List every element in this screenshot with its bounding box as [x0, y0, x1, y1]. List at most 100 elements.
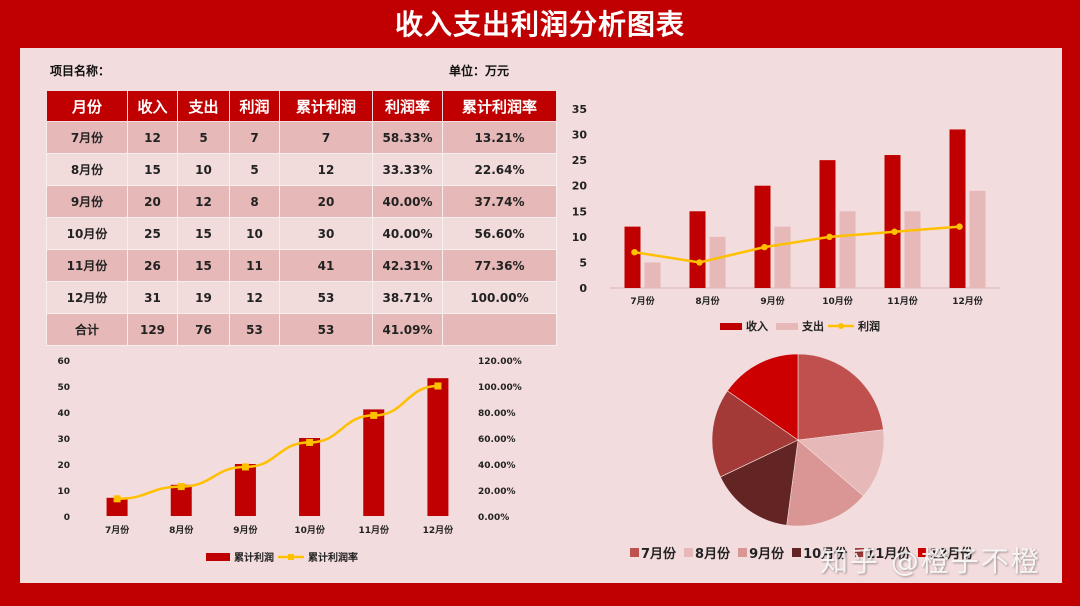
cum-rate-point	[113, 495, 121, 503]
cum-rate-point	[434, 382, 442, 390]
pie-legend-swatch	[738, 548, 748, 557]
income-bar	[819, 160, 836, 288]
table-cell: 41.09%	[372, 313, 443, 346]
legend-swatch-expense	[776, 322, 798, 330]
pie-legend-label: 9月份	[749, 547, 785, 562]
y-tick-label: 35	[572, 103, 587, 116]
table-cell: 11月份	[46, 249, 128, 282]
table-cell: 15	[127, 153, 178, 186]
y-left-tick-label: 50	[57, 383, 70, 393]
table-cell: 12	[229, 281, 280, 314]
cum-rate-point	[241, 463, 249, 471]
pie-legend: 7月份 8月份 9月份 10月份 11月份 12月份	[630, 543, 973, 562]
header-cum-profit-rate: 累计利润率	[442, 90, 557, 122]
y-left-tick-label: 60	[57, 357, 70, 367]
table-cell: 22.64%	[442, 153, 557, 186]
table-cell: 30	[279, 217, 373, 250]
table-cell: 12	[177, 185, 230, 218]
pie-legend-swatch	[684, 548, 694, 557]
table-cell: 10	[229, 217, 280, 250]
legend-swatch-income	[720, 322, 742, 330]
legend-label-profit: 利润	[858, 320, 880, 333]
table-row: 8月份 15 10 5 12 33.33% 22.64%	[46, 153, 557, 186]
table-row: 合计 129 76 53 53 41.09%	[46, 313, 557, 346]
profit-point	[891, 228, 898, 235]
y-tick-label: 0	[579, 282, 587, 295]
cum-profit-bar	[106, 497, 128, 516]
project-name-label: 项目名称：	[50, 64, 111, 78]
table-cell: 合计	[46, 313, 128, 346]
table-cell: 11	[229, 249, 280, 282]
x-tick-label: 10月份	[294, 524, 326, 536]
table-cell: 15	[177, 217, 230, 250]
table-cell: 5	[229, 153, 280, 186]
watermark: 知乎 @橙子不橙	[820, 545, 1041, 578]
data-table: 月份 收入 支出 利润 累计利润 利润率 累计利润率 7月份 12 5 7 7 58.33…	[46, 90, 557, 346]
pie-legend-label: 7月份	[641, 547, 677, 562]
expense-bar	[709, 236, 726, 288]
table-cell: 20	[279, 185, 373, 218]
table-cell: 10	[177, 153, 230, 186]
legend-label-cum-rate: 累计利润率	[308, 553, 358, 564]
x-tick-label: 8月份	[169, 524, 194, 536]
y-right-tick-label: 120.00%	[478, 357, 522, 367]
pie-legend-label: 11月份	[866, 547, 911, 562]
income-expense-profit-chart: 0 5 10 15 20 25 30 35 7月份 8月份 9月份 10月份 11月份 12月份	[572, 103, 1000, 307]
y-left-tick-label: 10	[57, 487, 70, 497]
table-cell: 15	[177, 249, 230, 282]
table-row: 10月份 25 15 10 30 40.00% 56.60%	[46, 217, 557, 250]
y-left-tick-label: 30	[57, 435, 70, 445]
profit-line	[634, 225, 960, 264]
table-header-row: 月份 收入 支出 利润 累计利润 利润率 累计利润率	[46, 90, 557, 122]
legend-line-profit-icon	[828, 323, 854, 329]
pie-legend-swatch	[855, 548, 865, 557]
y-tick-label: 10	[572, 231, 588, 244]
legend-swatch-cum-profit	[206, 552, 230, 561]
table-cell: 31	[127, 281, 178, 314]
header-month: 月份	[46, 90, 128, 122]
y-right-tick-label: 0.00%	[478, 513, 509, 523]
header-profit: 利润	[229, 90, 280, 122]
table-cell: 7	[229, 121, 280, 154]
x-tick-label: 8月份	[695, 295, 720, 307]
cum-rate-line	[117, 384, 438, 501]
pie-legend-label: 8月份	[695, 547, 731, 562]
header-profit-rate: 利润率	[372, 90, 443, 122]
table-cell: 26	[127, 249, 178, 282]
table-cell: 41	[279, 249, 373, 282]
y-right-tick-label: 60.00%	[478, 435, 516, 445]
profit-rate-pie-chart	[711, 353, 885, 527]
expense-bar	[839, 211, 856, 288]
y-right-tick-label: 100.00%	[478, 383, 522, 393]
profit-point	[826, 233, 833, 241]
profit-point	[761, 243, 768, 251]
cum-rate-point	[177, 483, 185, 491]
y-right-tick-label: 40.00%	[478, 461, 516, 471]
expense-bar	[774, 226, 791, 288]
header-expense: 支出	[177, 90, 230, 122]
cum-profit-bar	[170, 484, 192, 516]
table-cell: 9月份	[46, 185, 128, 218]
cum-rate-point	[306, 438, 314, 446]
table-cell: 58.33%	[372, 121, 443, 154]
x-tick-label: 11月份	[887, 295, 919, 307]
table-cell: 33.33%	[372, 153, 443, 186]
income-bar	[884, 155, 901, 288]
table-cell: 12	[127, 121, 178, 154]
cum-rate-point	[370, 411, 378, 419]
y-tick-label: 25	[572, 154, 587, 167]
unit-label: 单位：万元	[449, 64, 510, 78]
y-tick-label: 15	[572, 205, 587, 218]
income-bar	[754, 185, 771, 288]
page-title: 收入支出利润分析图表	[394, 8, 685, 41]
table-cell: 53	[279, 313, 373, 346]
pie-slice	[719, 439, 799, 526]
legend-line-cum-rate-icon	[278, 553, 304, 560]
cum-profit-bar	[427, 378, 449, 516]
legend-label-expense: 支出	[802, 320, 824, 333]
y-left-tick-label: 40	[57, 409, 70, 419]
cum-profit-bar	[234, 464, 256, 516]
y-right-tick-label: 80.00%	[478, 409, 516, 419]
legend-label-income: 收入	[746, 320, 768, 333]
x-tick-label: 7月份	[105, 524, 130, 536]
